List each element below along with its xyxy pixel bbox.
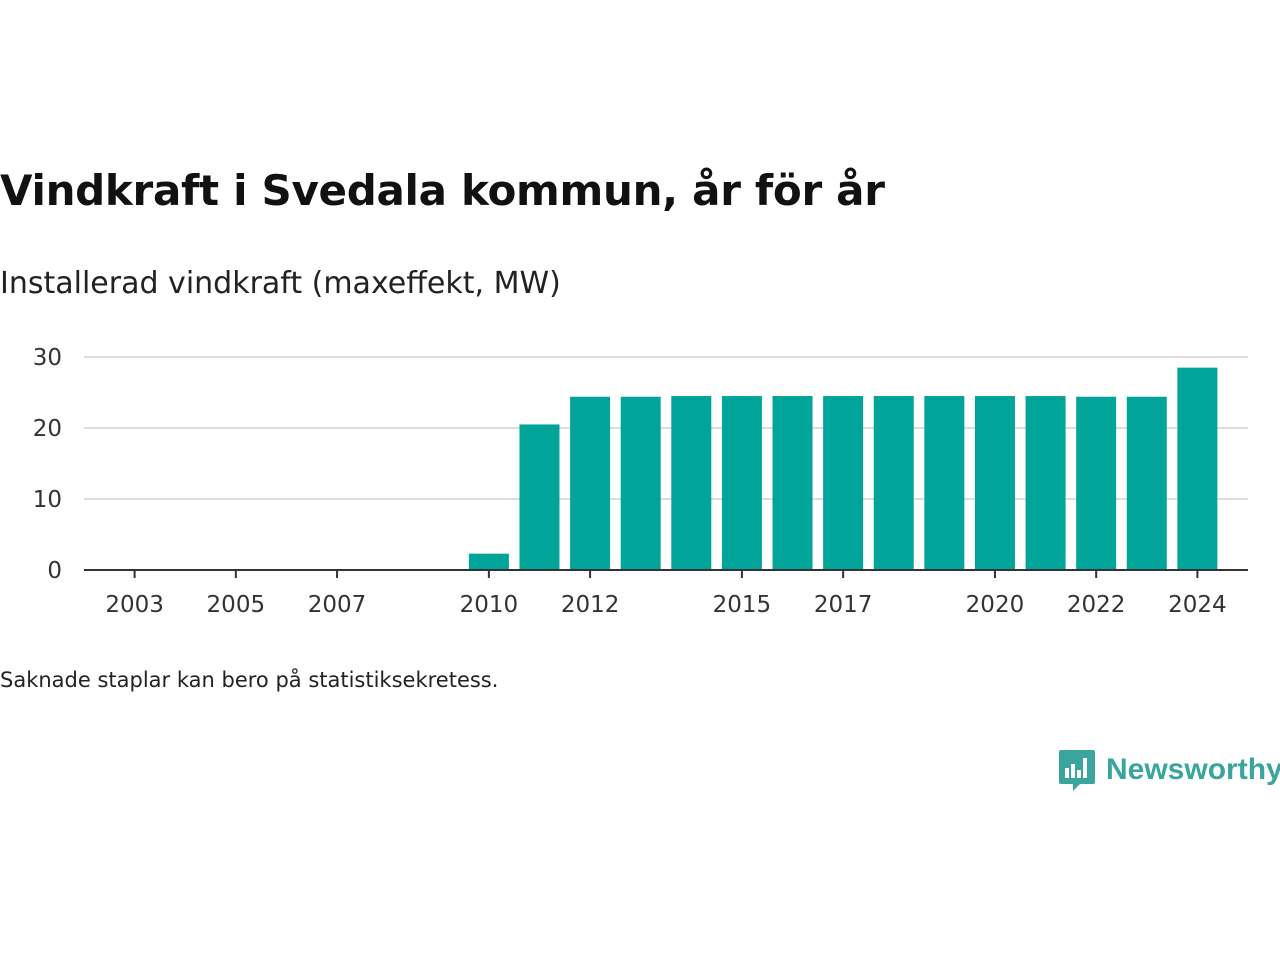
grid-lines — [84, 356, 1248, 500]
bar — [823, 396, 864, 570]
bar — [873, 396, 914, 570]
y-tick-label: 20 — [33, 416, 62, 442]
x-tick-label: 2024 — [1168, 592, 1227, 618]
bar — [1177, 367, 1218, 570]
bar — [620, 396, 661, 570]
bar-chart: 0 10 20 30 2003 2005 2007 2010 2012 2015 2017 2020… — [33, 345, 1248, 618]
x-tick-label: 2020 — [966, 592, 1025, 618]
x-tick-label: 2017 — [814, 592, 873, 618]
x-tick-label: 2015 — [713, 592, 772, 618]
x-tick-label: 2005 — [207, 592, 266, 618]
bar — [721, 396, 762, 570]
bar-chart-speech-bubble-icon — [1059, 750, 1095, 791]
y-tick-label: 0 — [47, 558, 62, 584]
y-tick-labels: 0 10 20 30 — [33, 345, 62, 584]
footnote: Saknade staplar kan bero på statistiksek… — [0, 668, 499, 692]
y-tick-label: 10 — [33, 487, 62, 513]
bar — [1126, 396, 1167, 570]
bar — [924, 396, 965, 570]
chart-subtitle: Installerad vindkraft (maxeffekt, MW) — [0, 266, 561, 301]
x-tick-label: 2010 — [460, 592, 519, 618]
bar — [1076, 396, 1117, 570]
x-tick-label: 2012 — [561, 592, 620, 618]
chart-title: Vindkraft i Svedala kommun, år för år — [0, 166, 885, 215]
bars — [468, 367, 1218, 570]
bar — [519, 424, 560, 570]
bar — [468, 553, 509, 570]
brand-name: Newsworthy — [1106, 753, 1280, 786]
bar — [772, 396, 813, 570]
x-tick-label: 2007 — [308, 592, 367, 618]
x-tick-label: 2003 — [105, 592, 164, 618]
y-tick-label: 30 — [33, 345, 62, 371]
x-tick-labels: 2003 2005 2007 2010 2012 2015 2017 2020 2022 2024 — [105, 570, 1227, 618]
x-tick-label: 2022 — [1067, 592, 1126, 618]
bar — [671, 396, 712, 570]
bar — [1025, 396, 1066, 570]
newsworthy-logo[interactable]: Newsworthy — [1058, 748, 1280, 792]
bar — [570, 396, 611, 570]
bar — [974, 396, 1015, 570]
